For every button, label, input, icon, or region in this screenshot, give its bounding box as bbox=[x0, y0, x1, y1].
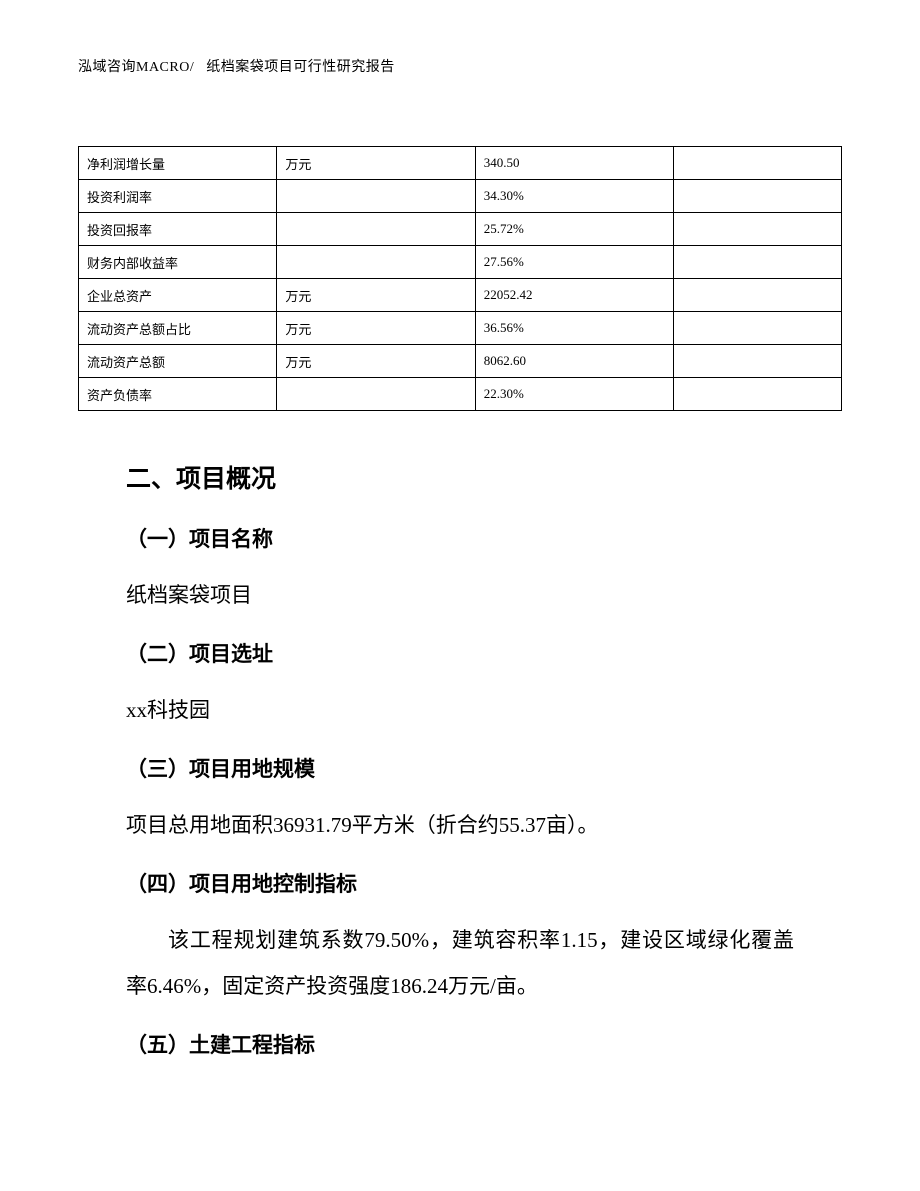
body-land-scale: 项目总用地面积36931.79平方米（折合约55.37亩）。 bbox=[126, 803, 794, 848]
body-project-name: 纸档案袋项目 bbox=[126, 573, 794, 618]
section-title-overview: 二、项目概况 bbox=[126, 459, 794, 495]
cell-value: 34.30% bbox=[475, 180, 673, 213]
cell-indicator: 投资利润率 bbox=[79, 180, 277, 213]
cell-value: 25.72% bbox=[475, 213, 673, 246]
header-org: 泓域咨询MACRO/ bbox=[78, 60, 194, 75]
cell-indicator: 净利润增长量 bbox=[79, 147, 277, 180]
subsection-title-land-control: （四）项目用地控制指标 bbox=[126, 868, 794, 898]
cell-remark bbox=[674, 180, 842, 213]
cell-unit bbox=[277, 378, 475, 411]
content-area: 二、项目概况 （一）项目名称 纸档案袋项目 （二）项目选址 xx科技园 （三）项… bbox=[78, 459, 842, 1059]
cell-indicator: 企业总资产 bbox=[79, 279, 277, 312]
cell-unit bbox=[277, 180, 475, 213]
cell-remark bbox=[674, 345, 842, 378]
cell-unit: 万元 bbox=[277, 279, 475, 312]
table-row: 资产负债率 22.30% bbox=[79, 378, 842, 411]
cell-indicator: 投资回报率 bbox=[79, 213, 277, 246]
table-row: 净利润增长量 万元 340.50 bbox=[79, 147, 842, 180]
cell-value: 22.30% bbox=[475, 378, 673, 411]
body-land-control: 该工程规划建筑系数79.50%，建筑容积率1.15，建设区域绿化覆盖率6.46%… bbox=[126, 918, 794, 1008]
cell-unit: 万元 bbox=[277, 345, 475, 378]
cell-value: 27.56% bbox=[475, 246, 673, 279]
cell-unit: 万元 bbox=[277, 147, 475, 180]
cell-value: 36.56% bbox=[475, 312, 673, 345]
subsection-title-name: （一）项目名称 bbox=[126, 523, 794, 553]
cell-remark bbox=[674, 147, 842, 180]
cell-remark bbox=[674, 213, 842, 246]
cell-indicator: 财务内部收益率 bbox=[79, 246, 277, 279]
cell-remark bbox=[674, 279, 842, 312]
subsection-title-land-scale: （三）项目用地规模 bbox=[126, 753, 794, 783]
cell-unit bbox=[277, 246, 475, 279]
cell-unit: 万元 bbox=[277, 312, 475, 345]
page-header: 泓域咨询MACRO/ 纸档案袋项目可行性研究报告 bbox=[78, 56, 842, 76]
cell-indicator: 流动资产总额占比 bbox=[79, 312, 277, 345]
table-row: 企业总资产 万元 22052.42 bbox=[79, 279, 842, 312]
cell-remark bbox=[674, 246, 842, 279]
financial-indicators-table: 净利润增长量 万元 340.50 投资利润率 34.30% 投资回报率 25.7… bbox=[78, 146, 842, 411]
subsection-title-civil-engineering: （五）土建工程指标 bbox=[126, 1029, 794, 1059]
cell-indicator: 流动资产总额 bbox=[79, 345, 277, 378]
cell-value: 8062.60 bbox=[475, 345, 673, 378]
cell-unit bbox=[277, 213, 475, 246]
table-row: 投资利润率 34.30% bbox=[79, 180, 842, 213]
table-row: 财务内部收益率 27.56% bbox=[79, 246, 842, 279]
cell-value: 340.50 bbox=[475, 147, 673, 180]
page: 泓域咨询MACRO/ 纸档案袋项目可行性研究报告 净利润增长量 万元 340.5… bbox=[0, 0, 920, 1191]
cell-indicator: 资产负债率 bbox=[79, 378, 277, 411]
subsection-title-location: （二）项目选址 bbox=[126, 638, 794, 668]
cell-value: 22052.42 bbox=[475, 279, 673, 312]
table-body: 净利润增长量 万元 340.50 投资利润率 34.30% 投资回报率 25.7… bbox=[79, 147, 842, 411]
cell-remark bbox=[674, 312, 842, 345]
table-row: 投资回报率 25.72% bbox=[79, 213, 842, 246]
body-project-location: xx科技园 bbox=[126, 688, 794, 733]
table-row: 流动资产总额 万元 8062.60 bbox=[79, 345, 842, 378]
header-doc-title: 纸档案袋项目可行性研究报告 bbox=[206, 60, 395, 75]
table-row: 流动资产总额占比 万元 36.56% bbox=[79, 312, 842, 345]
cell-remark bbox=[674, 378, 842, 411]
